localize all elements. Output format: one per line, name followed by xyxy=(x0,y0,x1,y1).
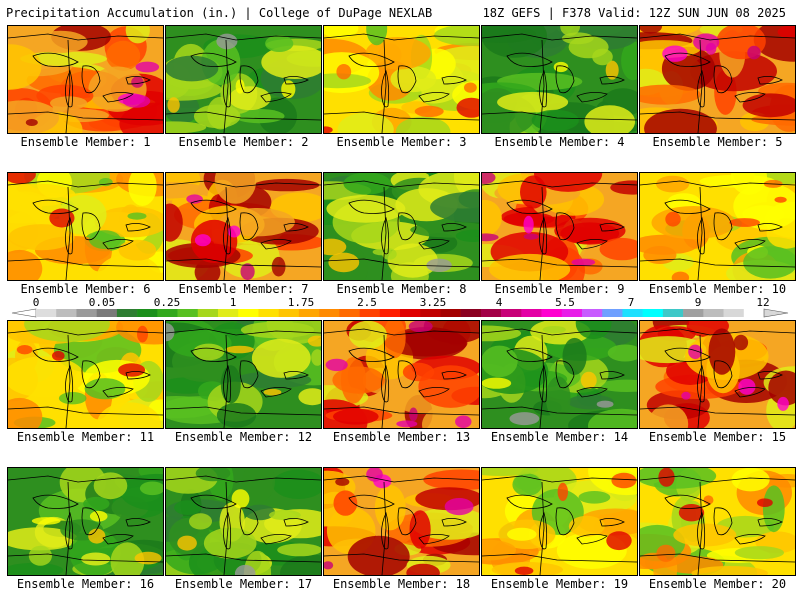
precip-map xyxy=(165,320,322,429)
member-caption: Ensemble Member: 11 xyxy=(16,430,155,444)
legend-label: 12 xyxy=(756,296,770,309)
colorbar-swatch xyxy=(460,309,482,317)
legend-label: 7 xyxy=(627,296,635,309)
member-caption: Ensemble Member: 20 xyxy=(648,577,787,591)
colorbar-swatch xyxy=(480,309,502,317)
colorbar-swatch xyxy=(238,309,259,317)
colorbar-swatch xyxy=(440,309,461,317)
precip-map xyxy=(481,320,638,429)
member-caption: Ensemble Member: 16 xyxy=(16,577,155,591)
member-caption: Ensemble Member: 18 xyxy=(332,577,471,591)
legend-label: 5.5 xyxy=(555,296,575,309)
member-caption: Ensemble Member: 4 xyxy=(494,135,625,149)
header-title: Precipitation Accumulation (in.) | Colle… xyxy=(6,6,433,20)
precip-map xyxy=(323,25,480,134)
precip-map xyxy=(323,467,480,576)
precip-map xyxy=(7,467,164,576)
precip-map xyxy=(481,25,638,134)
colorbar-max-arrow xyxy=(763,308,789,318)
colorbar-swatch xyxy=(258,309,279,317)
legend-label: 4 xyxy=(495,296,503,309)
colorbar-swatch xyxy=(400,309,421,317)
colorbar-swatch xyxy=(582,309,603,317)
colorbar-swatch xyxy=(642,309,664,317)
legend-label: 0.25 xyxy=(153,296,181,309)
member-caption: Ensemble Member: 13 xyxy=(332,430,471,444)
colorbar-swatch xyxy=(420,309,441,317)
colorbar-swatch xyxy=(116,309,138,317)
colorbar-swatch xyxy=(602,309,623,317)
precip-map xyxy=(7,25,164,134)
colorbar-swatch xyxy=(541,309,563,317)
colorbar-min-arrow xyxy=(11,308,37,318)
colorbar-swatch xyxy=(703,309,724,317)
header-run-info: 18Z GEFS | F378 Valid: 12Z SUN JUN 08 20… xyxy=(482,6,786,20)
member-caption: Ensemble Member: 3 xyxy=(336,135,467,149)
colorbar-swatch xyxy=(339,309,360,317)
colorbar-legend: 0 0.05 0.25 1 1.75 2.5 3.25 4 5.5 7 9 12 xyxy=(0,297,800,319)
precip-map xyxy=(481,467,638,576)
member-caption: Ensemble Member: 1 xyxy=(20,135,151,149)
colorbar-swatch xyxy=(218,309,239,317)
precip-map xyxy=(323,172,480,281)
colorbar-swatch xyxy=(622,309,643,317)
member-caption: Ensemble Member: 19 xyxy=(490,577,629,591)
member-caption: Ensemble Member: 2 xyxy=(178,135,309,149)
colorbar-swatch xyxy=(379,309,401,317)
member-caption: Ensemble Member: 5 xyxy=(652,135,783,149)
member-caption: Ensemble Member: 17 xyxy=(174,577,313,591)
precip-map xyxy=(639,320,796,429)
precip-map xyxy=(639,172,796,281)
colorbar-swatch xyxy=(298,309,320,317)
colorbar-swatch xyxy=(501,309,522,317)
colorbar-swatch xyxy=(197,309,219,317)
legend-label: 2.5 xyxy=(357,296,377,309)
member-caption: Ensemble Member: 9 xyxy=(494,282,625,296)
colorbar-swatch xyxy=(177,309,199,317)
member-caption: Ensemble Member: 6 xyxy=(20,282,151,296)
colorbar-swatch xyxy=(157,309,178,317)
colorbar-swatch xyxy=(723,309,745,317)
member-caption: Ensemble Member: 14 xyxy=(490,430,629,444)
colorbar-swatch xyxy=(278,309,300,317)
member-caption: Ensemble Member: 8 xyxy=(336,282,467,296)
colorbar-swatch xyxy=(36,309,57,317)
colorbar-swatch xyxy=(683,309,704,317)
precip-map xyxy=(165,467,322,576)
precip-map xyxy=(165,172,322,281)
colorbar-swatch xyxy=(743,309,765,317)
precip-map xyxy=(7,172,164,281)
legend-label: 3.25 xyxy=(419,296,447,309)
precip-map xyxy=(481,172,638,281)
colorbar-swatch xyxy=(96,309,118,317)
colorbar-swatch xyxy=(662,309,684,317)
legend-label: 1 xyxy=(229,296,237,309)
member-caption: Ensemble Member: 7 xyxy=(178,282,309,296)
colorbar-swatch xyxy=(521,309,542,317)
precip-map xyxy=(7,320,164,429)
precip-map xyxy=(323,320,480,429)
colorbar-swatch xyxy=(359,309,381,317)
colorbar-swatch xyxy=(137,309,158,317)
member-caption: Ensemble Member: 12 xyxy=(174,430,313,444)
colorbar-swatch xyxy=(319,309,340,317)
legend-label: 0.05 xyxy=(88,296,116,309)
colorbar-swatch xyxy=(76,309,97,317)
legend-label: 9 xyxy=(694,296,702,309)
member-caption: Ensemble Member: 10 xyxy=(648,282,787,296)
colorbar-swatch xyxy=(56,309,77,317)
member-caption: Ensemble Member: 15 xyxy=(648,430,787,444)
precip-map xyxy=(639,467,796,576)
legend-label: 0 xyxy=(32,296,40,309)
precip-map xyxy=(639,25,796,134)
legend-label: 1.75 xyxy=(287,296,315,309)
precip-map xyxy=(165,25,322,134)
colorbar-swatch xyxy=(561,309,583,317)
colorbar xyxy=(11,308,789,318)
